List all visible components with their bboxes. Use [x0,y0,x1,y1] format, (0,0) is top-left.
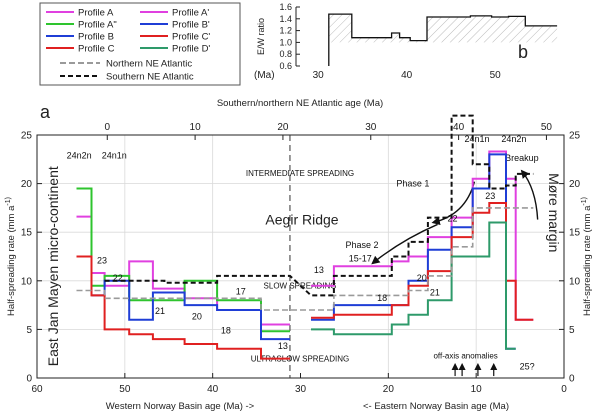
more-margin-label: Møre margin [546,173,562,252]
anomaly-label: 15-17 [349,253,372,263]
x-tick-label: 0 [561,384,567,395]
y-axis-label-right: Half-spreading rate (mm a-1) [581,197,593,316]
top-tick-label: 0 [104,122,110,133]
phase1-label: Phase 1 [396,179,429,189]
series-profile-a [76,215,290,326]
legend-label: Profile D' [172,44,210,55]
phase2-label: Phase 2 [345,240,378,250]
panel-b-y-tick-label: 1.0 [279,37,292,47]
y-tick-label-left: 10 [21,276,33,287]
panel-b-y-tick-label: 0.6 [279,61,292,71]
ultraslow-spreading-label: ULTRASLOW SPREADING [251,354,350,363]
top-tick-label: 30 [365,122,377,133]
x-axis-label-right: <- Eastern Norway Basin age (Ma) [363,401,509,412]
y-tick-label-left: 15 [21,228,33,239]
y-tick-label-left: 5 [26,325,32,336]
anomaly-label: 23 [485,191,495,201]
panel-b-x-tick-label: 40 [401,70,413,81]
panel-b-y-tick-label: 1.4 [279,14,292,24]
y-tick-label-right: 0 [569,374,575,385]
y-tick-label-left: 25 [21,131,33,142]
series-profile-c [76,255,290,360]
anomaly-label: 21 [155,306,165,316]
aegir-ridge-label: Aegir Ridge [265,211,338,227]
legend-label: Profile B' [172,20,210,31]
y-axis-label-sup: -1) [5,197,12,206]
y-tick-label-right: 20 [569,179,581,190]
anomaly-label: 24n2n [67,150,92,160]
anomaly-label: 18 [377,293,387,303]
anomaly-label: 18 [221,325,231,335]
y-axis-label-left: Half-spreading rate (mm a-1) [5,197,17,316]
top-axis-label: Southern/northern NE Atlantic age (Ma) [217,98,383,109]
panel-label-b: b [518,42,528,62]
anomaly-label: 24n2n [501,134,526,144]
series-profile-c [311,202,534,321]
jan-mayen-label: East Jan Mayen micro-continent [45,166,61,366]
breakup-arrow [520,169,539,220]
x-axis-label-left: Western Norway Basin age (Ma) -> [106,401,255,412]
y-tick-label-left: 0 [26,374,32,385]
y-tick-label-left: 20 [21,179,33,190]
y-axis-label-sup: -1) [581,197,588,206]
series-profile-a [76,187,290,333]
anomaly-label: 13 [278,341,288,351]
x-tick-label: 30 [295,384,307,395]
anomaly-label: 13 [314,265,324,275]
top-tick-label: 10 [190,122,202,133]
panel-b-x-tick-label: 30 [313,70,325,81]
panel-b-y-tick-label: 1.6 [279,2,292,12]
anomaly-label: 25? [520,361,535,371]
series-profile-d [311,221,516,350]
off-axis-label: off-axis anomalies [433,352,497,361]
y-tick-label-right: 10 [569,276,581,287]
y-tick-label-right: 25 [569,131,581,142]
anomaly-label: 24n1n [102,150,127,160]
legend-label: Profile B [78,32,114,43]
legend-label: Profile A" [78,20,117,31]
series-northern-ne-atlantic [76,207,534,311]
y-tick-label-right: 15 [569,228,581,239]
top-tick-label: 50 [541,122,553,133]
legend-label: Profile C [78,44,115,55]
anomaly-label: 17 [236,286,246,296]
legend-label: Southern NE Atlantic [106,72,194,83]
breakup-label: Breakup [505,153,539,163]
x-tick-label: 20 [383,384,395,395]
anomaly-label: 22 [447,214,457,224]
anomaly-label: 20 [417,273,427,283]
series-southern-ne-atlantic [104,114,534,297]
x-tick-label: 60 [31,384,43,395]
panel-b-y-tick-label: 0.8 [279,49,292,59]
legend-label: Profile A' [172,8,209,19]
legend-label: Northern NE Atlantic [106,59,192,70]
x-tick-label: 10 [471,384,483,395]
panel-b-y-tick-label: 1.2 [279,26,292,36]
legend-label: Profile A [78,8,114,19]
panel-b-x-tick-label: 50 [490,70,502,81]
anomaly-label: 20 [192,312,202,322]
panel-b-ratio-line [328,13,558,66]
panel-label-a: a [40,102,51,122]
intermediate-spreading-label: INTERMEDIATE SPREADING [246,169,354,178]
legend-label: Profile C' [172,32,210,43]
panel-b-x-unit: (Ma) [254,70,275,81]
anomaly-label: 24n1n [465,134,490,144]
top-tick-label: 40 [453,122,465,133]
panel-b-y-label: E/W ratio [256,18,266,55]
y-tick-label-right: 5 [569,325,575,336]
x-tick-label: 40 [207,384,219,395]
x-tick-label: 50 [119,384,131,395]
phase2-arrow [371,223,438,265]
anomaly-label: 23 [97,255,107,265]
top-tick-label: 20 [277,122,289,133]
panel-b-hatch [328,14,558,67]
legend-box [39,2,241,86]
anomaly-label: 21 [430,287,440,297]
anomaly-label: 22 [113,273,123,283]
